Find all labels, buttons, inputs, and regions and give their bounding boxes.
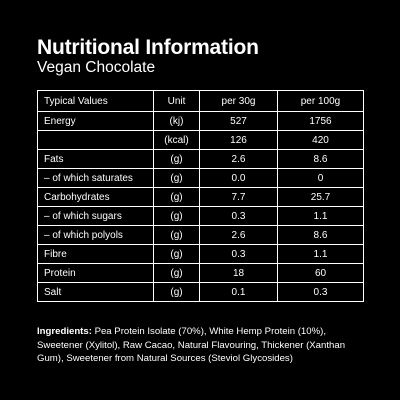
- nutrient-name: Protein: [37, 263, 154, 283]
- table-row: Protein (g) 18 60: [37, 263, 364, 283]
- value-per-30g: 2.6: [199, 225, 278, 245]
- value-per-100g: 8.6: [277, 149, 364, 169]
- nutrient-unit: (g): [153, 206, 200, 226]
- nutrient-unit: (kcal): [153, 130, 200, 150]
- value-per-100g: 1756: [277, 111, 364, 131]
- ingredients-text: Pea Protein Isolate (70%), White Hemp Pr…: [37, 326, 346, 364]
- nutrient-name: Energy: [37, 111, 154, 131]
- page-title: Nutritional Information: [37, 36, 259, 59]
- nutrient-name: Fats: [37, 149, 154, 169]
- nutrient-name: Carbohydrates: [37, 187, 154, 207]
- value-per-100g: 1.1: [277, 206, 364, 226]
- table-row: Salt (g) 0.1 0.3: [37, 282, 364, 302]
- nutrient-unit: (g): [153, 149, 200, 169]
- table-row: Carbohydrates (g) 7.7 25.7: [37, 187, 364, 207]
- table-row: – of which polyols (g) 2.6 8.6: [37, 225, 364, 245]
- ingredients-label: Ingredients:: [37, 326, 92, 337]
- value-per-100g: 60: [277, 263, 364, 283]
- value-per-30g: 0.1: [199, 282, 278, 302]
- nutrient-unit: (kj): [153, 111, 200, 131]
- nutrient-unit: (g): [153, 244, 200, 264]
- nutrient-name: Salt: [37, 282, 154, 302]
- product-name: Vegan Chocolate: [37, 59, 156, 76]
- column-header-unit: Unit: [153, 90, 200, 112]
- nutrient-name: – of which sugars: [37, 206, 154, 226]
- column-header-per-30g: per 30g: [199, 90, 278, 112]
- nutrient-unit: (g): [153, 168, 200, 188]
- value-per-30g: 2.6: [199, 149, 278, 169]
- value-per-30g: 0.3: [199, 244, 278, 264]
- value-per-100g: 25.7: [277, 187, 364, 207]
- nutrient-name: Fibre: [37, 244, 154, 264]
- nutrient-name: – of which polyols: [37, 225, 154, 245]
- table-row: Energy (kj) 527 1756: [37, 111, 364, 131]
- table-row: Fibre (g) 0.3 1.1: [37, 244, 364, 264]
- value-per-30g: 527: [199, 111, 278, 131]
- value-per-100g: 0: [277, 168, 364, 188]
- value-per-100g: 0.3: [277, 282, 364, 302]
- value-per-30g: 0.3: [199, 206, 278, 226]
- value-per-30g: 18: [199, 263, 278, 283]
- table-row: – of which sugars (g) 0.3 1.1: [37, 206, 364, 226]
- nutrient-unit: (g): [153, 263, 200, 283]
- nutrition-table: Typical Values Unit per 30g per 100g Ene…: [37, 90, 364, 302]
- nutrient-name: – of which saturates: [37, 168, 154, 188]
- ingredients-statement: Ingredients: Pea Protein Isolate (70%), …: [37, 325, 367, 366]
- nutrient-unit: (g): [153, 187, 200, 207]
- value-per-100g: 8.6: [277, 225, 364, 245]
- value-per-30g: 126: [199, 130, 278, 150]
- value-per-100g: 1.1: [277, 244, 364, 264]
- nutrient-name: [37, 130, 154, 150]
- table-row: – of which saturates (g) 0.0 0: [37, 168, 364, 188]
- nutrient-unit: (g): [153, 282, 200, 302]
- table-header-row: Typical Values Unit per 30g per 100g: [37, 90, 364, 112]
- value-per-30g: 7.7: [199, 187, 278, 207]
- nutrient-unit: (g): [153, 225, 200, 245]
- column-header-typical-values: Typical Values: [37, 90, 154, 112]
- value-per-30g: 0.0: [199, 168, 278, 188]
- column-header-per-100g: per 100g: [277, 90, 364, 112]
- table-row: (kcal) 126 420: [37, 130, 364, 150]
- table-row: Fats (g) 2.6 8.6: [37, 149, 364, 169]
- value-per-100g: 420: [277, 130, 364, 150]
